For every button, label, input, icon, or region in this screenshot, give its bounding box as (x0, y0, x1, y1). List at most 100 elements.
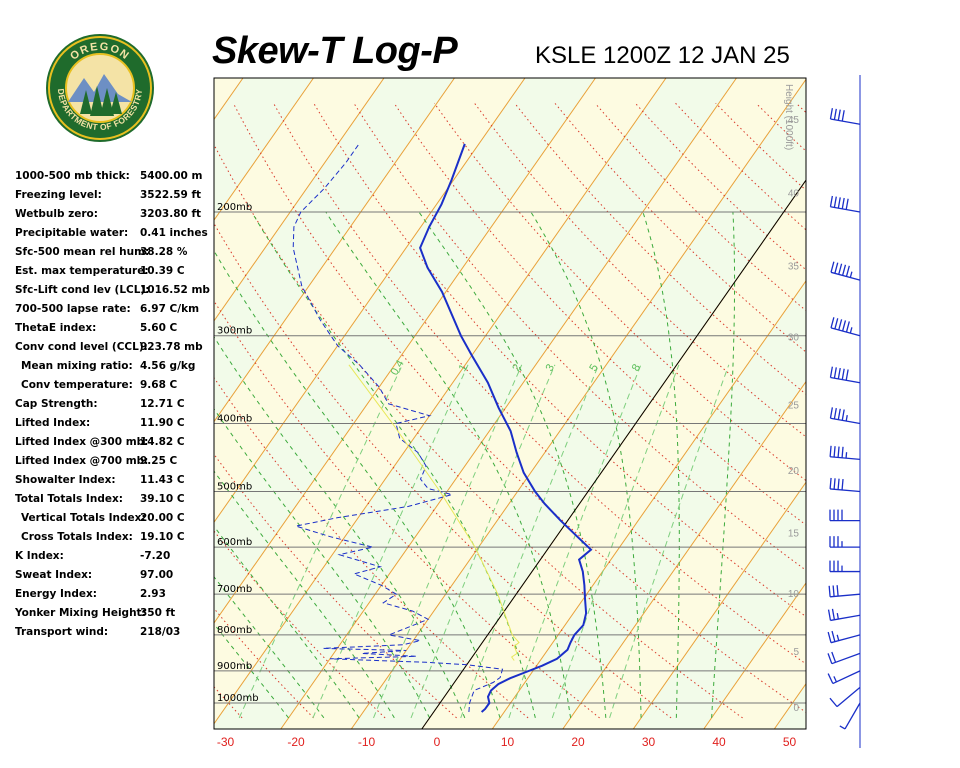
logo-gold-ring (48, 36, 152, 140)
station-time-label: KSLE 1200Z 12 JAN 25 (535, 42, 790, 69)
moist-adiabat (214, 408, 431, 719)
moist-adiabat-lines (214, 211, 736, 719)
wind-shaft (836, 686, 861, 708)
wind-feather (832, 585, 835, 597)
index-label: K Index: (15, 550, 64, 562)
index-value: 5.60 C (140, 322, 178, 334)
wind-feather (827, 631, 832, 643)
background-band (845, 78, 960, 729)
height-tick-label: 20 (788, 466, 800, 477)
wind-feather (829, 195, 834, 207)
isotherm-line (845, 78, 960, 729)
wind-feather (841, 197, 845, 209)
wind-feather (830, 261, 835, 273)
index-row: Conv temperature: 9.68 C (15, 377, 215, 396)
wind-barb (829, 686, 861, 708)
wind-feather (837, 367, 841, 380)
wind-barb (829, 536, 860, 548)
index-row: Lifted Index @700 mb: 9.25 C (15, 453, 215, 472)
sounding-series (292, 143, 593, 713)
height-tick-label: 0 (793, 703, 799, 714)
dry-adiabat (795, 102, 806, 114)
wind-feather (837, 408, 841, 420)
sounding-indices-panel: 1000-500 mb thick: 5400.00 m Freezing leve… (15, 168, 215, 643)
index-row: Showalter Index: 11.43 C (15, 472, 215, 491)
index-label: Wetbulb zero: (15, 208, 98, 220)
index-row: ThetaE index: 5.60 C (15, 320, 215, 339)
wind-feather (831, 630, 836, 642)
wind-shaft (831, 652, 861, 665)
wind-feather (829, 477, 832, 489)
wind-barb (830, 317, 861, 337)
temperature-tick-label: 40 (712, 735, 726, 749)
index-row: Precipitable water: 0.41 inches (15, 225, 215, 244)
wind-feather (841, 368, 845, 380)
wind-shaft (830, 271, 861, 281)
wind-feather (833, 108, 837, 120)
wind-barb (829, 477, 861, 493)
wind-shaft (830, 488, 861, 493)
height-tick-label: 15 (788, 528, 800, 539)
index-row: Sfc-Lift cond lev (LCL): 1016.52 mb (15, 282, 215, 301)
index-row: Lifted Index: 11.90 C (15, 415, 215, 434)
index-label: Lifted Index @300 mb: (15, 436, 149, 448)
index-row: Sfc-500 mean rel hum: 38.28 % (15, 244, 215, 263)
wind-feather (833, 196, 837, 208)
wind-half-feather (845, 452, 848, 459)
isobar-lines (214, 211, 806, 704)
index-row: Cap Strength: 12.71 C (15, 396, 215, 415)
index-value: 38.28 % (140, 246, 188, 258)
index-row: 1000-500 mb thick: 5400.00 m (15, 168, 215, 187)
oregon-forestry-logo: OREGON DEPARTMENT OF FORESTRY (46, 34, 154, 142)
index-value: 0.41 inches (140, 227, 208, 239)
wind-feather (837, 197, 841, 209)
wind-shaft (830, 456, 861, 461)
index-label: Total Totals Index: (15, 493, 123, 505)
height-tick-label: 35 (788, 262, 800, 273)
index-value: 10.39 C (140, 265, 185, 277)
index-label: 1000-500 mb thick: (15, 170, 130, 182)
wind-feather (829, 366, 834, 378)
wind-shaft (830, 206, 861, 213)
height-tick-label: 25 (788, 401, 800, 412)
wind-feather (829, 108, 834, 120)
isotherm-line (632, 481, 806, 729)
wind-feather (841, 110, 845, 122)
temperature-tick-label: -30 (217, 735, 235, 749)
index-row: Transport wind: 218/03 (15, 624, 215, 643)
index-label: Freezing level: (15, 189, 102, 201)
moist-adiabat (214, 249, 501, 719)
wind-half-feather (839, 725, 846, 730)
index-row: Est. max temperature: 10.39 C (15, 263, 215, 282)
index-label: Sfc-Lift cond lev (LCL): (15, 284, 150, 296)
moist-adiabat (418, 211, 607, 718)
wind-feather (834, 262, 839, 274)
mixing-ratio-line (609, 364, 730, 719)
wind-barb (829, 560, 860, 573)
dry-adiabat (474, 102, 806, 438)
pressure-label: 200mb (217, 202, 252, 213)
index-value: 3203.80 ft (140, 208, 202, 220)
wind-barb (829, 445, 861, 461)
wind-barb (829, 509, 860, 522)
index-label: Yonker Mixing Height: (15, 607, 146, 619)
dry-adiabat-lines (214, 102, 806, 719)
index-label: Sfc-500 mean rel hum: (15, 246, 150, 258)
wind-shaft (830, 376, 861, 384)
index-label: ThetaE index: (15, 322, 97, 334)
index-value: -7.20 (140, 550, 171, 562)
index-value: 12.71 C (140, 398, 185, 410)
wind-shaft (830, 614, 861, 622)
wind-barb (830, 261, 861, 281)
isotherm-line (350, 78, 806, 729)
wind-barb (829, 407, 861, 425)
wind-feather (829, 407, 834, 419)
wind-barbs (827, 75, 861, 748)
isotherm-line (214, 78, 385, 322)
index-label: Conv temperature: (21, 379, 133, 391)
isotherm-line (214, 78, 314, 222)
index-value: 9.25 C (140, 455, 178, 467)
index-label: Lifted Index: (15, 417, 91, 429)
wind-barb (827, 630, 861, 644)
index-row: 700-500 lapse rate: 6.97 C/km (15, 301, 215, 320)
